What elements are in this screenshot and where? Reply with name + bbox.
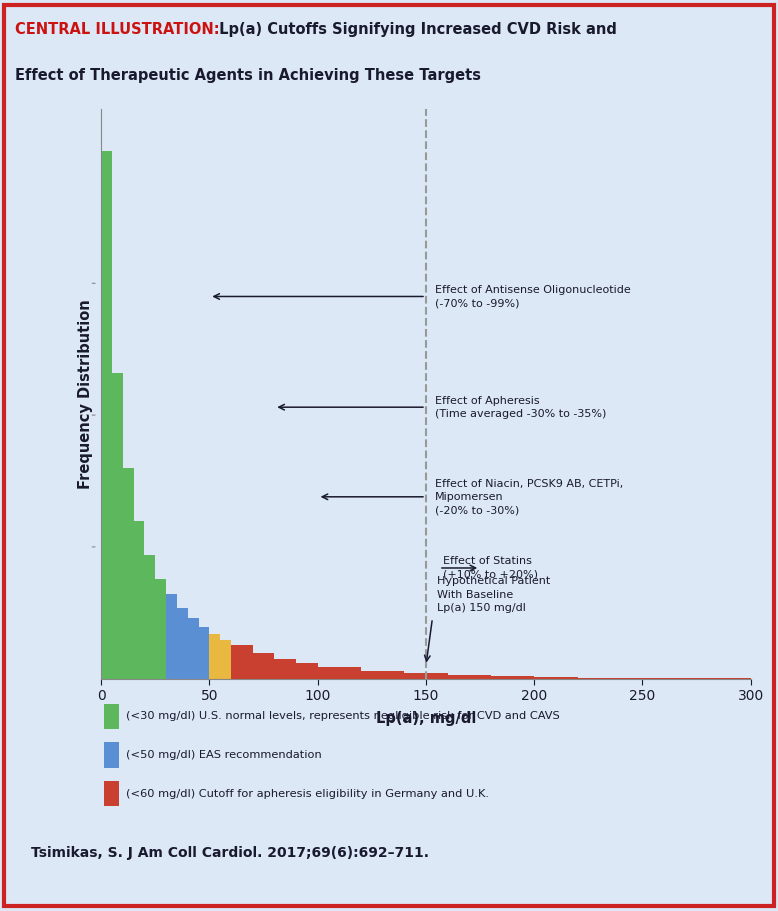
Bar	[101, 151, 112, 679]
Bar	[491, 676, 534, 679]
Bar	[220, 640, 231, 679]
Bar	[317, 667, 361, 679]
Text: (<50 mg/dl) EAS recommendation: (<50 mg/dl) EAS recommendation	[126, 750, 322, 760]
Text: CENTRAL ILLUSTRATION:: CENTRAL ILLUSTRATION:	[16, 22, 220, 37]
Bar	[231, 646, 253, 679]
Bar	[253, 653, 275, 679]
Text: Effect of Statins
(+10% to +20%): Effect of Statins (+10% to +20%)	[443, 557, 538, 579]
Bar	[209, 634, 220, 679]
Bar	[104, 782, 119, 806]
Text: Effect of Therapeutic Agents in Achieving These Targets: Effect of Therapeutic Agents in Achievin…	[16, 68, 482, 83]
Bar	[123, 468, 134, 679]
X-axis label: Lp(a), mg/dl: Lp(a), mg/dl	[376, 711, 476, 726]
Text: Effect of Niacin, PCSK9 AB, CETPi,
Mipomersen
(-20% to -30%): Effect of Niacin, PCSK9 AB, CETPi, Mipom…	[435, 478, 623, 515]
Bar	[198, 627, 209, 679]
Bar	[447, 675, 491, 679]
Text: (<30 mg/dl) U.S. normal levels, represents negligible risk for CVD and CAVS: (<30 mg/dl) U.S. normal levels, represen…	[126, 711, 560, 722]
Bar	[145, 555, 156, 679]
Bar	[166, 594, 177, 679]
Bar	[361, 670, 405, 679]
Bar	[534, 677, 577, 679]
Bar	[156, 578, 166, 679]
Bar	[187, 618, 198, 679]
Text: Lp(a) Cutoffs Signifying Increased CVD Risk and: Lp(a) Cutoffs Signifying Increased CVD R…	[214, 22, 616, 37]
Text: Effect of Apheresis
(Time averaged -30% to -35%): Effect of Apheresis (Time averaged -30% …	[435, 395, 606, 419]
Bar	[104, 703, 119, 729]
Y-axis label: Frequency Distribution: Frequency Distribution	[78, 299, 93, 489]
Text: Tsimikas, S. J Am Coll Cardiol. 2017;69(6):692–711.: Tsimikas, S. J Am Coll Cardiol. 2017;69(…	[30, 846, 429, 860]
Text: (<60 mg/dl) Cutoff for apheresis eligibility in Germany and U.K.: (<60 mg/dl) Cutoff for apheresis eligibi…	[126, 789, 489, 799]
Bar	[577, 678, 643, 679]
Bar	[134, 520, 145, 679]
Text: Hypothetical Patient
With Baseline
Lp(a) 150 mg/dl: Hypothetical Patient With Baseline Lp(a)…	[436, 577, 550, 613]
Bar	[275, 660, 296, 679]
Text: Effect of Antisense Oligonucleotide
(-70% to -99%): Effect of Antisense Oligonucleotide (-70…	[435, 285, 630, 308]
Bar	[405, 673, 447, 679]
Bar	[177, 608, 187, 679]
Bar	[296, 663, 317, 679]
Bar	[104, 742, 119, 767]
Bar	[112, 373, 123, 679]
